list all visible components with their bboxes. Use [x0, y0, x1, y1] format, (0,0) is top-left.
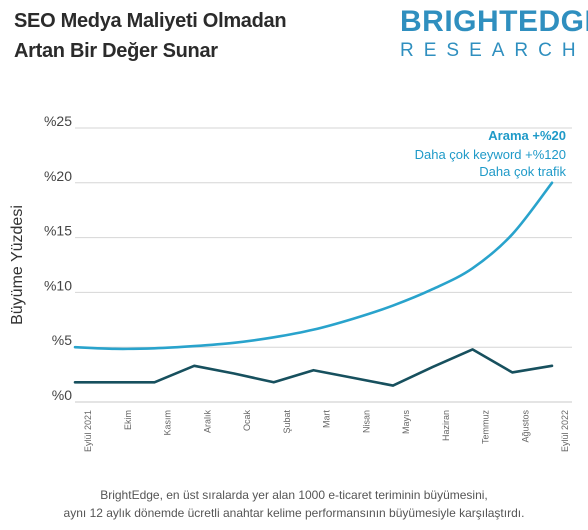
- chart-caption: BrightEdge, en üst sıralarda yer alan 10…: [0, 486, 588, 522]
- caption-line-1: BrightEdge, en üst sıralarda yer alan 10…: [100, 488, 488, 502]
- x-tick-label: Ekim: [123, 410, 133, 430]
- x-tick-label: Mayıs: [401, 410, 411, 435]
- y-tick-label: %5: [52, 332, 72, 348]
- search-growth-line: [73, 181, 554, 351]
- y-tick-label: %0: [52, 387, 72, 403]
- caption-line-2: aynı 12 aylık dönemde ücretli anahtar ke…: [63, 506, 525, 520]
- x-tick-label: Eylül 2021: [83, 410, 93, 452]
- x-tick-label: Temmuz: [481, 410, 491, 445]
- title-line-1: SEO Medya Maliyeti Olmadan: [14, 10, 287, 32]
- x-tick-label: Kasım: [163, 410, 173, 436]
- x-tick-label: Nisan: [361, 410, 371, 433]
- y-tick-label: %10: [44, 277, 72, 293]
- brand-name: BRIGHTEDGE: [400, 5, 588, 38]
- title-line-2: Artan Bir Değer Sunar: [14, 40, 218, 62]
- chart-annotation: Daha çok trafik: [479, 164, 566, 179]
- growth-line-chart: %0 %5 %10 %15 %20 %25 Eylül 2021 Ekim Kasım Aralı…: [9, 113, 572, 452]
- brand-subtitle: RESEARCH: [400, 40, 586, 61]
- brightedge-logo: BRIGHTEDGE RESEARCH: [400, 5, 588, 62]
- x-tick-label: Ağustos: [520, 410, 530, 443]
- y-tick-label: %25: [44, 113, 72, 129]
- paid-growth-line: [73, 348, 554, 387]
- x-tick-label: Haziran: [441, 410, 451, 441]
- chart-annotation: Arama +%20: [488, 128, 566, 143]
- y-axis-label: Büyüme Yüzdesi: [9, 205, 26, 325]
- chart-annotation: Daha çok keyword +%120: [415, 147, 566, 162]
- x-tick-label: Şubat: [282, 410, 292, 434]
- x-tick-label: Ocak: [242, 410, 252, 432]
- x-tick-label: Mart: [322, 410, 332, 428]
- x-tick-label: Eylül 2022: [560, 410, 570, 452]
- y-tick-label: %20: [44, 168, 72, 184]
- x-tick-label: Aralık: [202, 410, 212, 434]
- y-tick-label: %15: [44, 223, 72, 239]
- chart-title: SEO Medya Maliyeti Olmadan Artan Bir Değ…: [14, 6, 354, 66]
